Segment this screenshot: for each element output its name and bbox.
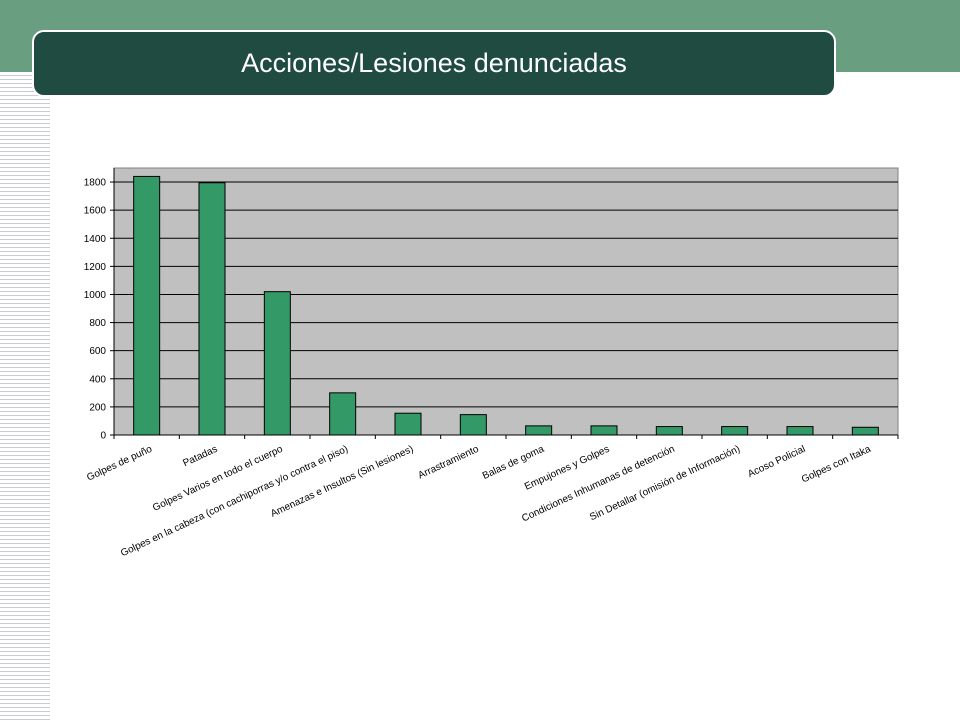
bar [263,291,291,436]
title-bar: Acciones/Lesiones denunciadas [32,30,836,97]
y-tick-label: 1000 [84,290,107,301]
bar [721,426,749,436]
y-tick-label: 0 [100,431,106,442]
x-tick-label: Patadas [181,444,219,469]
y-tick-label: 1600 [84,206,107,217]
slide-title: Acciones/Lesiones denunciadas [241,48,627,78]
plot-area [113,167,899,436]
bar [786,426,814,436]
y-tick-label: 1400 [84,234,107,245]
bar [329,392,357,436]
bar [590,425,618,436]
x-tick-label: Golpes en la cabeza (con cachiporras y/o… [119,444,350,559]
y-tick-label: 600 [89,346,106,357]
x-tick-label: Golpes de puño [85,444,154,484]
y-tick-label: 1200 [84,262,107,273]
y-tick-label: 200 [89,402,106,413]
bar [133,175,161,436]
decorative-stripes [0,72,50,720]
bar [394,412,422,436]
bar [525,425,553,436]
y-tick-label: 400 [89,374,106,385]
bar [198,182,226,436]
y-tick-label: 800 [89,318,106,329]
y-tick-label: 1800 [84,178,107,189]
bar [655,426,683,436]
x-tick-label: Arrastramiento [417,444,481,482]
bar [459,414,487,436]
bar [851,426,879,436]
x-tick-label: Acoso Policial [746,444,807,480]
x-tick-label: Golpes con Itaka [800,444,873,486]
